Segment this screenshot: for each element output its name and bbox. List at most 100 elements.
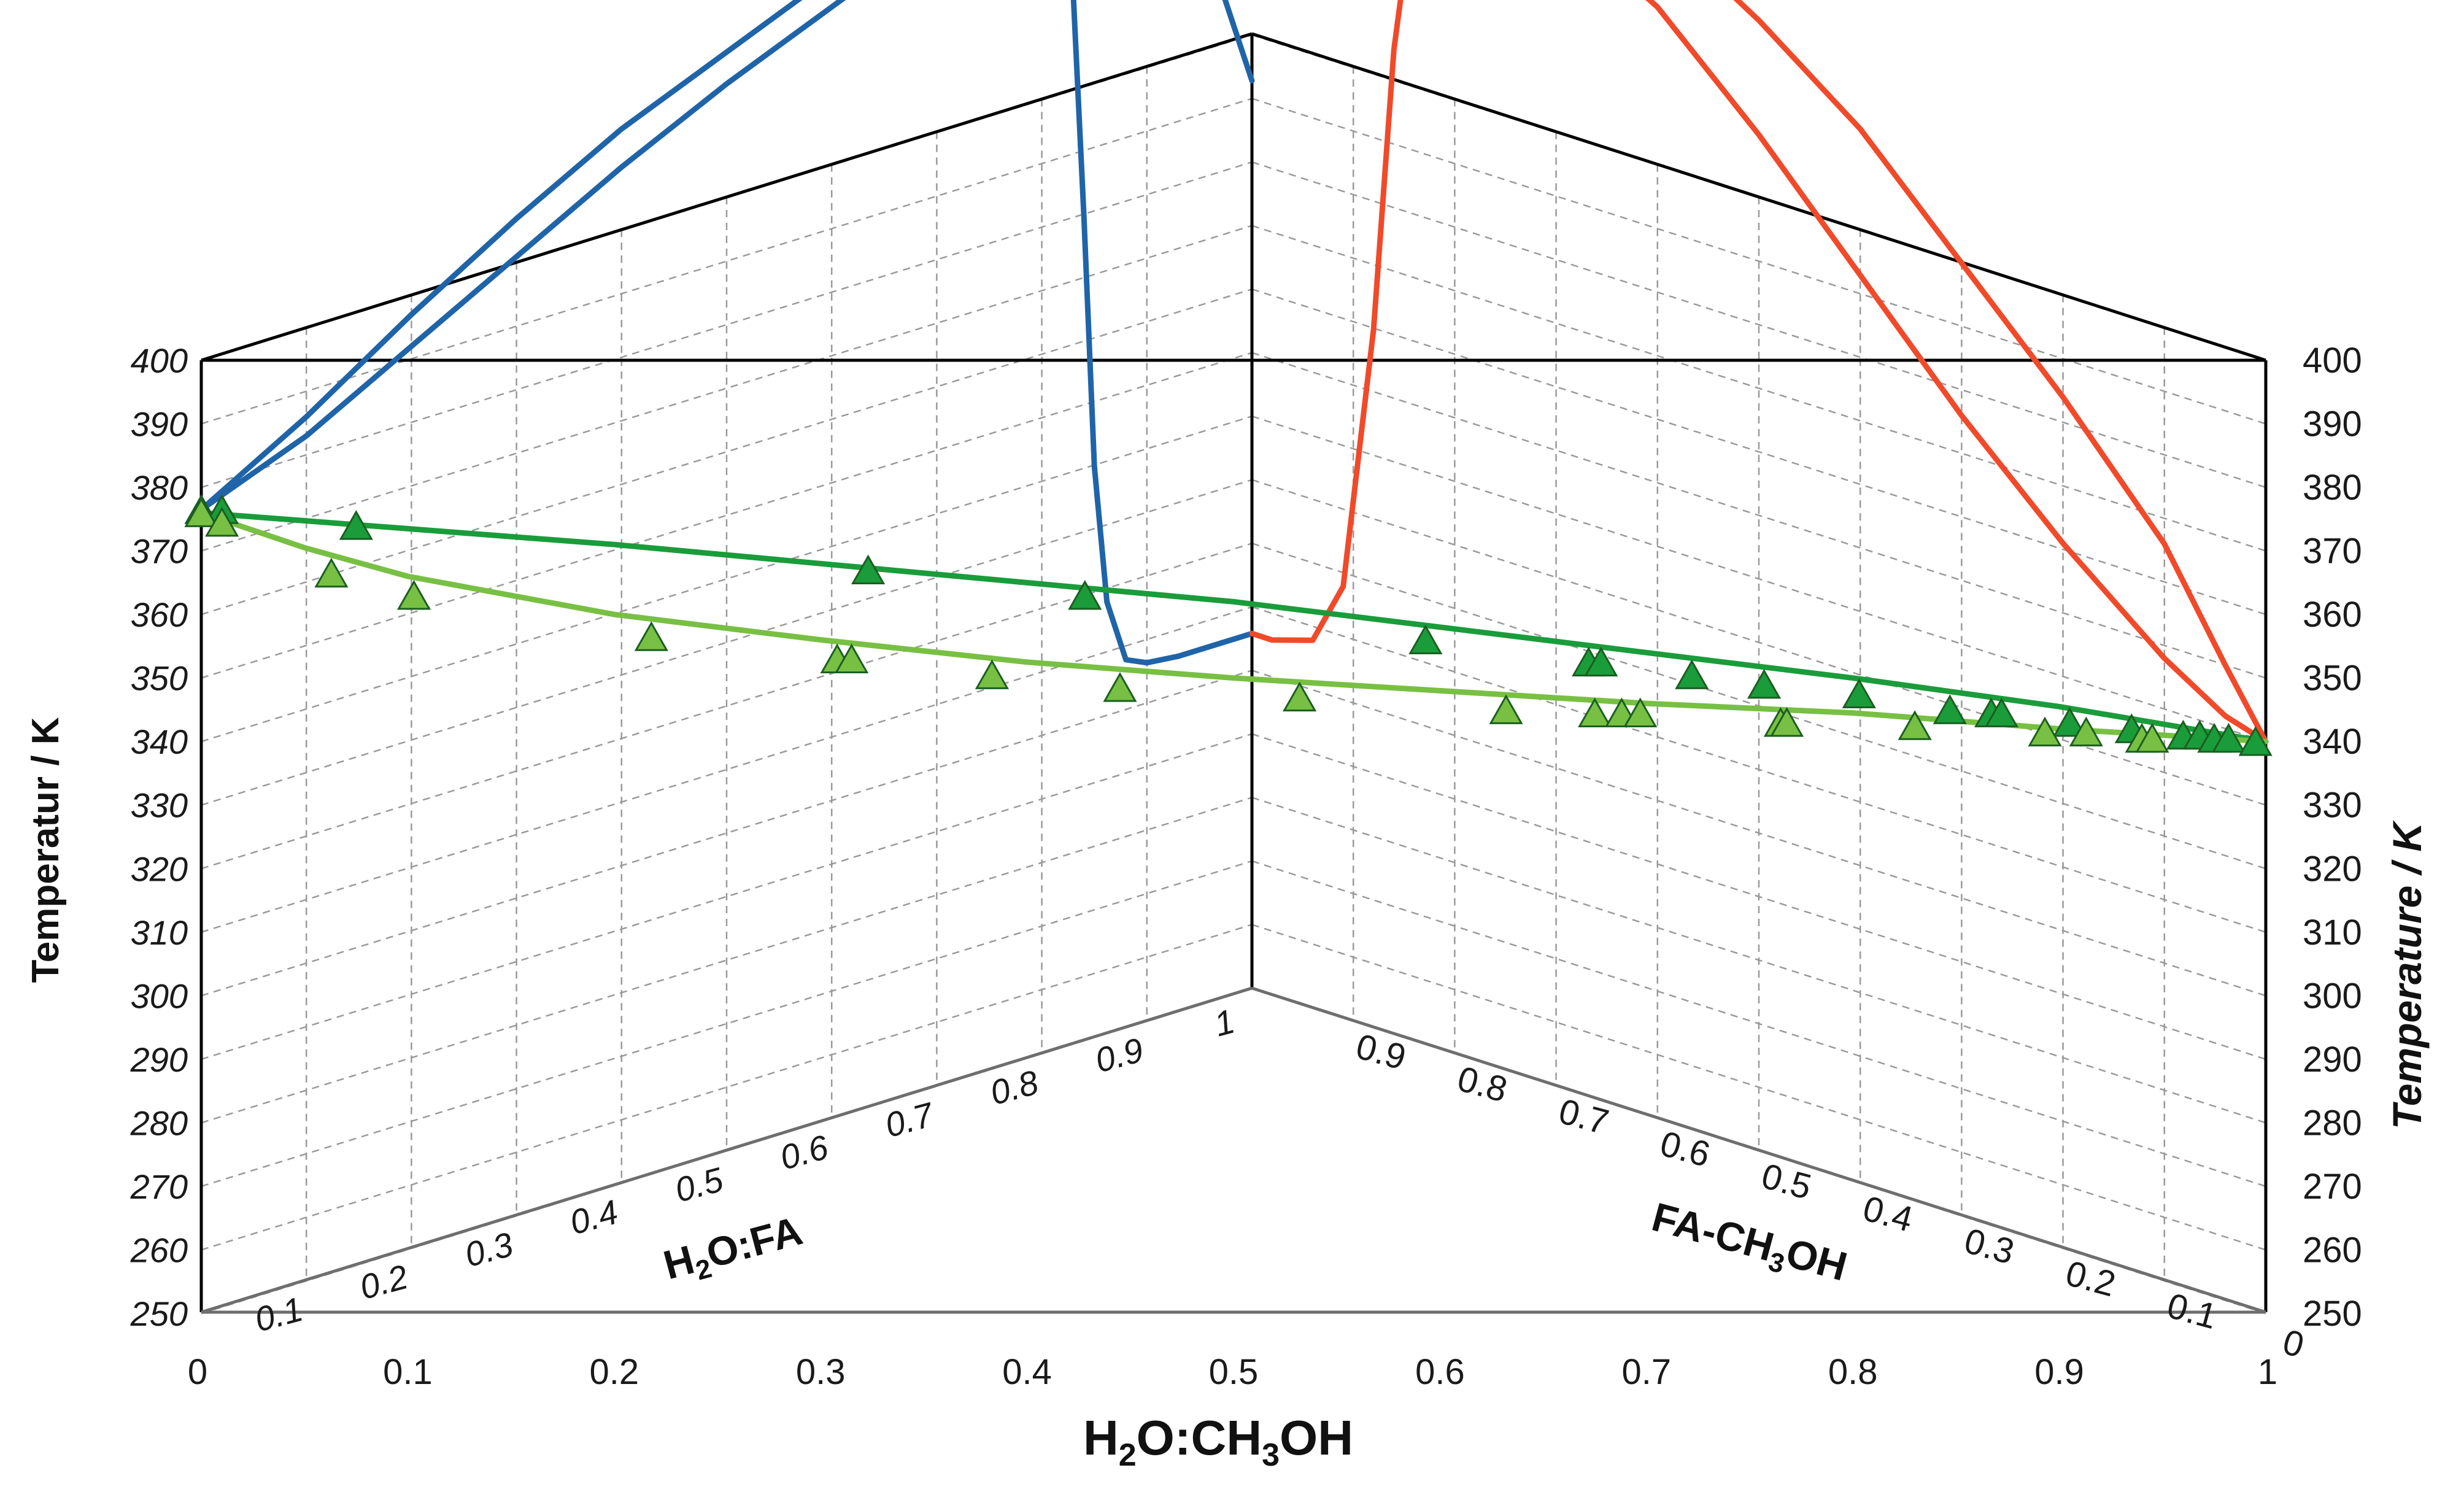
temp-tick-left: 260 bbox=[130, 1231, 188, 1269]
temp-gridline-right bbox=[1251, 288, 2266, 616]
temp-tick-left: 330 bbox=[131, 786, 188, 825]
data-point-triangle bbox=[1984, 697, 2018, 728]
data-point-triangle bbox=[2238, 726, 2273, 756]
front-axis-tick: 0.2 bbox=[589, 1352, 639, 1392]
temp-tick-right: 340 bbox=[2303, 722, 2362, 762]
temp-gridline-right bbox=[1251, 352, 2266, 679]
temp-tick-left: 280 bbox=[130, 1104, 188, 1142]
data-point-triangle bbox=[1898, 710, 1932, 740]
data-point-triangle bbox=[205, 506, 239, 537]
temp-tick-left: 360 bbox=[131, 595, 188, 634]
series-line-4 bbox=[198, 510, 2269, 744]
left-floor-tick: 0.6 bbox=[776, 1127, 832, 1177]
temp-tick-left: 250 bbox=[130, 1294, 188, 1333]
series-line-0 bbox=[198, 0, 1255, 666]
left-floor-tick: 0.2 bbox=[356, 1257, 412, 1307]
front-axis-title-oh: OH bbox=[1280, 1410, 1353, 1465]
front-axis-tick: 0.3 bbox=[796, 1352, 846, 1392]
data-point-triangle bbox=[2069, 716, 2103, 747]
left-floor-tick: 0.9 bbox=[1091, 1030, 1148, 1080]
temp-tick-left: 270 bbox=[130, 1167, 188, 1206]
right-temperature-axis-title: Temperature / K bbox=[2384, 820, 2430, 1129]
temp-tick-right: 250 bbox=[2303, 1294, 2362, 1334]
data-point-triangle bbox=[2028, 716, 2062, 747]
right-floor-tick: 0.6 bbox=[1656, 1124, 1714, 1175]
temp-tick-right: 370 bbox=[2303, 532, 2362, 571]
data-point-triangle bbox=[1769, 707, 1804, 737]
data-point-triangle bbox=[1584, 646, 1618, 677]
right-floor-title-fa: FA-CH bbox=[1647, 1194, 1778, 1270]
front-axis-title-mid: O:CH bbox=[1137, 1410, 1262, 1465]
right-floor-tick: 0.4 bbox=[1859, 1188, 1917, 1240]
data-point-triangle bbox=[1747, 668, 1782, 699]
gridlines bbox=[201, 34, 2266, 1315]
data-point-triangle bbox=[975, 659, 1009, 689]
right-floor-title-rest: OH bbox=[1782, 1229, 1852, 1289]
series-line-3 bbox=[1733, 0, 2269, 744]
data-point-triangle bbox=[1489, 694, 1523, 724]
front-axis-start-label: 0 bbox=[188, 1352, 207, 1392]
temp-tick-right: 330 bbox=[2303, 786, 2362, 825]
right-floor-tick: 0 bbox=[2279, 1322, 2308, 1366]
front-axis-tick: 0.7 bbox=[1621, 1352, 1671, 1392]
data-point-triangle bbox=[851, 554, 886, 585]
right-floor-tick: 0.1 bbox=[2163, 1286, 2221, 1337]
data-point-triangle bbox=[1933, 694, 1967, 724]
front-axis-tick: 0.1 bbox=[383, 1352, 433, 1392]
temp-tick-right: 260 bbox=[2303, 1230, 2362, 1270]
data-point-triangle bbox=[1408, 624, 1443, 654]
data-point-triangle bbox=[2052, 707, 2087, 737]
temp-gridline-left bbox=[201, 860, 1253, 1188]
temp-tick-left: 350 bbox=[131, 659, 188, 698]
temp-tick-right: 320 bbox=[2303, 849, 2362, 889]
left-floor-title-rest: O:FA bbox=[701, 1207, 806, 1276]
temp-gridline-right bbox=[1251, 416, 2266, 743]
temp-tick-right: 310 bbox=[2303, 913, 2362, 953]
temp-tick-left: 320 bbox=[131, 849, 188, 888]
right-floor-tick: 0.7 bbox=[1554, 1091, 1613, 1143]
front-axis-title: H2O:CH3OH bbox=[1083, 1410, 1353, 1473]
temp-tick-right: 360 bbox=[2303, 595, 2362, 635]
temp-tick-left: 380 bbox=[131, 468, 188, 507]
series-lines bbox=[198, 0, 2269, 744]
data-point-triangle bbox=[1842, 678, 1876, 708]
temp-gridline-left bbox=[201, 416, 1253, 743]
data-point-triangle bbox=[2211, 722, 2246, 753]
temp-gridline-left bbox=[201, 225, 1253, 552]
left-temperature-axis-title: Temperatur / K bbox=[25, 717, 67, 983]
temp-tick-right: 270 bbox=[2303, 1167, 2362, 1207]
right-wall-top-edge bbox=[1251, 32, 2266, 362]
temp-gridline-left bbox=[201, 733, 1253, 1061]
right-floor-tick: 0.2 bbox=[2061, 1253, 2120, 1305]
data-point-triangle bbox=[339, 510, 373, 540]
front-axis-title-sub1: 2 bbox=[1119, 1437, 1137, 1473]
temp-tick-left: 300 bbox=[131, 976, 188, 1015]
series-line-5 bbox=[198, 510, 2269, 744]
temp-tick-left: 390 bbox=[131, 405, 188, 444]
front-axis-tick: 0.8 bbox=[1828, 1352, 1878, 1392]
data-point-triangle bbox=[1068, 579, 1102, 610]
temp-tick-right: 280 bbox=[2303, 1103, 2362, 1143]
front-axis-tick: 0.9 bbox=[2034, 1352, 2084, 1392]
left-floor-tick: 0.3 bbox=[461, 1224, 517, 1274]
temp-gridline-left bbox=[201, 161, 1253, 489]
data-point-triangle bbox=[396, 579, 431, 610]
data-point-triangle bbox=[1675, 659, 1709, 689]
temp-tick-left: 400 bbox=[131, 341, 188, 380]
left-floor-tick: 0.4 bbox=[566, 1192, 622, 1242]
data-point-triangle bbox=[314, 557, 349, 588]
temp-tick-right: 290 bbox=[2303, 1040, 2362, 1080]
temp-tick-right: 400 bbox=[2303, 341, 2362, 381]
temp-gridline-left bbox=[201, 670, 1253, 997]
right-floor-tick: 0.9 bbox=[1352, 1026, 1410, 1078]
temp-gridline-right bbox=[1251, 161, 2266, 489]
temp-gridline-left bbox=[201, 352, 1253, 679]
temp-gridline-left bbox=[201, 288, 1253, 616]
temp-tick-left: 370 bbox=[131, 532, 188, 571]
temp-gridline-left bbox=[201, 797, 1253, 1124]
data-point-triangle bbox=[1103, 672, 1137, 702]
series-line-2 bbox=[1249, 0, 2269, 744]
left-floor-tick: 0.1 bbox=[250, 1289, 307, 1339]
left-floor-tick: 0.8 bbox=[986, 1062, 1043, 1112]
data-point-triangle bbox=[634, 621, 668, 651]
